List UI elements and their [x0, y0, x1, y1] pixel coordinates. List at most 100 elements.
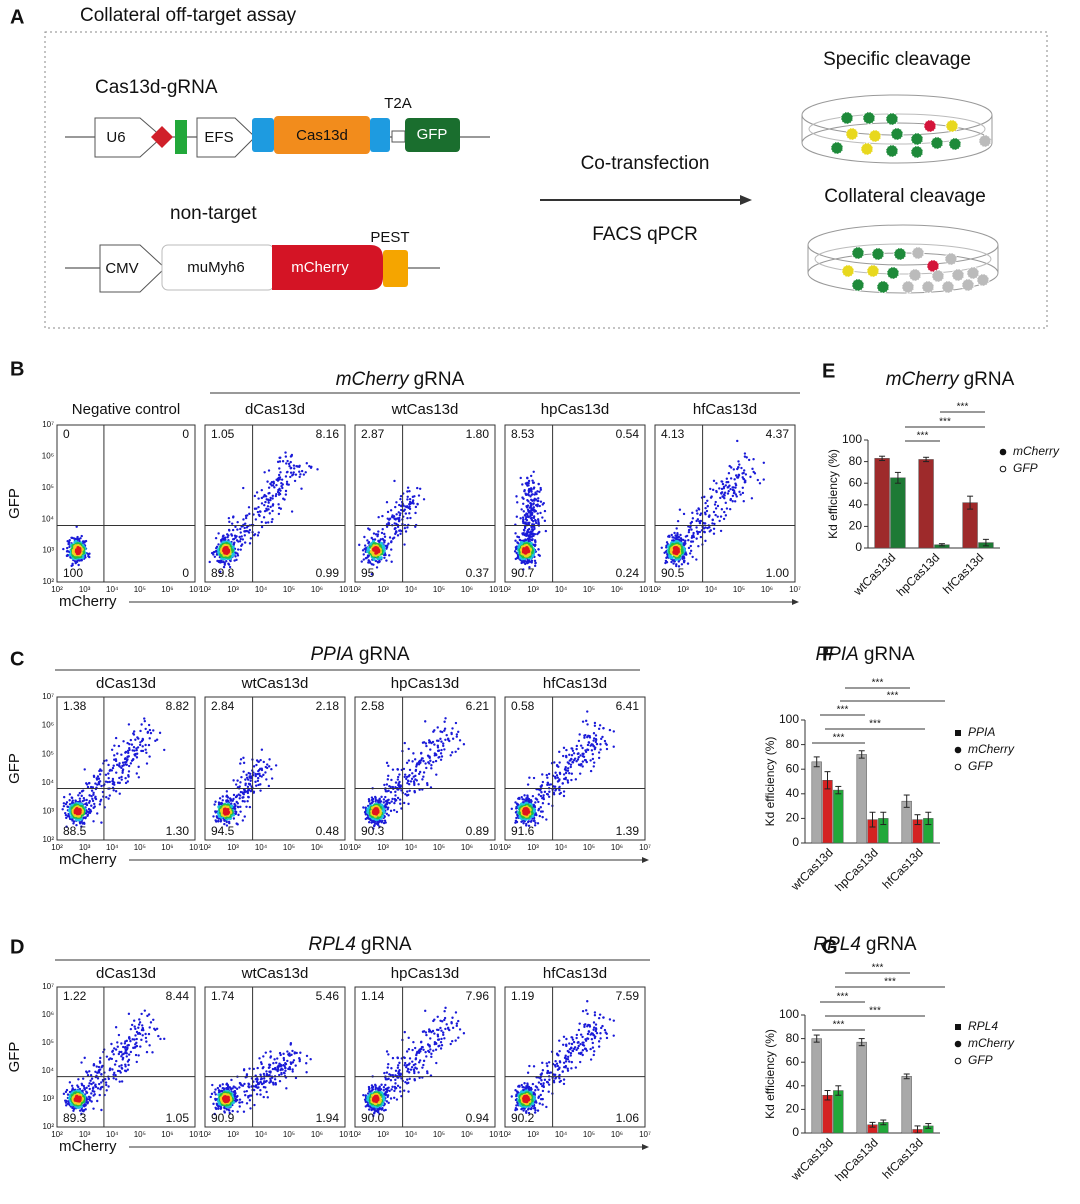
cell-dot — [515, 515, 519, 518]
cell-dot — [64, 811, 67, 815]
cell-dot — [564, 771, 568, 775]
cell-dot — [443, 729, 446, 732]
cell-dot — [294, 1076, 298, 1080]
cell-dot — [716, 515, 719, 518]
cell-dot — [255, 763, 258, 767]
cell-dot — [527, 820, 530, 823]
cell-dot — [541, 780, 545, 784]
cell-dot — [533, 824, 537, 827]
cell-dot — [386, 778, 390, 781]
cell-dot — [429, 759, 432, 762]
cell-dot — [751, 467, 754, 471]
cell-dot — [529, 502, 533, 505]
cell-dot — [519, 517, 522, 520]
cell-dot — [223, 1110, 226, 1113]
cell-dot — [394, 799, 397, 803]
cell-dot — [396, 796, 400, 800]
cell-dot — [381, 808, 385, 812]
cell-dot — [396, 775, 400, 779]
cell-dot — [516, 541, 519, 544]
cell-dot — [248, 805, 252, 809]
cell-dot — [99, 1056, 102, 1060]
cell-dot — [267, 486, 271, 489]
cell-dot — [273, 1078, 277, 1081]
cell-dot — [80, 790, 84, 793]
cell-dot — [532, 534, 535, 538]
cell-dot — [258, 768, 261, 772]
cell-dot — [239, 527, 242, 531]
cell-dot — [134, 1027, 137, 1031]
cell-dot — [417, 783, 420, 786]
quadrant-value: 1.74 — [211, 989, 235, 1003]
cell-dot — [80, 559, 83, 562]
cell-dot — [215, 549, 218, 553]
x-tick-label: 10⁴ — [106, 585, 119, 594]
cell-dot — [265, 1074, 269, 1077]
x-tick-label: 10⁶ — [311, 585, 323, 594]
cell-dot — [75, 525, 78, 528]
cell-dot — [403, 801, 406, 805]
cell-dot — [672, 559, 675, 562]
cell-dot — [543, 509, 547, 513]
cell-dot — [422, 498, 426, 501]
cell-dot — [232, 779, 235, 782]
cell-dot — [525, 515, 528, 519]
cell-dot — [520, 795, 523, 799]
quadrant-value: 1.30 — [166, 824, 190, 838]
cell-dot — [382, 798, 386, 801]
cell-dot — [239, 531, 242, 534]
cell-dot — [118, 1080, 121, 1083]
cell-dot — [682, 560, 686, 564]
cell-dot — [116, 781, 120, 784]
cell-dot — [120, 753, 123, 756]
cell-dot — [543, 519, 547, 523]
cell-dot — [216, 559, 219, 563]
cell-dot — [210, 551, 214, 555]
cell-dot — [78, 1109, 82, 1112]
cell-dot — [271, 1067, 275, 1071]
cell-dot — [594, 746, 597, 749]
cell-dot — [376, 823, 380, 826]
cell-dot — [280, 1064, 283, 1068]
cell-dot — [148, 1026, 151, 1029]
cell-dot — [139, 741, 142, 744]
cell-dot — [157, 1034, 160, 1038]
quadrant-value: 2.84 — [211, 699, 235, 713]
cell-dot — [98, 780, 102, 783]
cell-dot — [546, 793, 550, 796]
cell-dot — [533, 539, 537, 542]
cell-dot — [702, 527, 706, 530]
cell-dot — [703, 531, 706, 534]
cell-dot — [289, 466, 293, 470]
cell-dot — [704, 522, 707, 525]
cell — [845, 127, 859, 141]
cell-dot — [527, 530, 530, 534]
cell-dot — [241, 538, 245, 541]
x-axis-label: mCherry — [59, 1138, 117, 1155]
cell-dot — [100, 784, 103, 788]
cell-dot — [414, 505, 418, 509]
cell-dot — [272, 1062, 275, 1065]
panel-title: Collateral off-target assay — [80, 5, 297, 26]
cell-dot — [120, 778, 123, 781]
cell-dot — [218, 802, 221, 805]
cell-dot — [696, 512, 699, 515]
cell-dot — [364, 817, 368, 821]
promoter — [196, 117, 256, 158]
cell-dot — [397, 511, 400, 514]
gene-name: RPL4 — [308, 934, 356, 955]
cell-dot — [229, 1087, 233, 1090]
y-axis-label: GFP — [6, 488, 23, 519]
cell-dot — [706, 526, 709, 530]
cell-dot — [691, 511, 694, 515]
cell-dot — [433, 743, 436, 746]
cell-dot — [305, 1062, 308, 1065]
cell-dot — [724, 501, 727, 505]
cell-dot — [534, 561, 537, 565]
cell-dot — [262, 1095, 265, 1099]
x-tick-label: 10⁷ — [339, 843, 351, 852]
cell-dot — [267, 492, 270, 495]
cell-dot — [681, 557, 684, 560]
cell — [860, 142, 874, 156]
cell-dot — [734, 484, 738, 487]
